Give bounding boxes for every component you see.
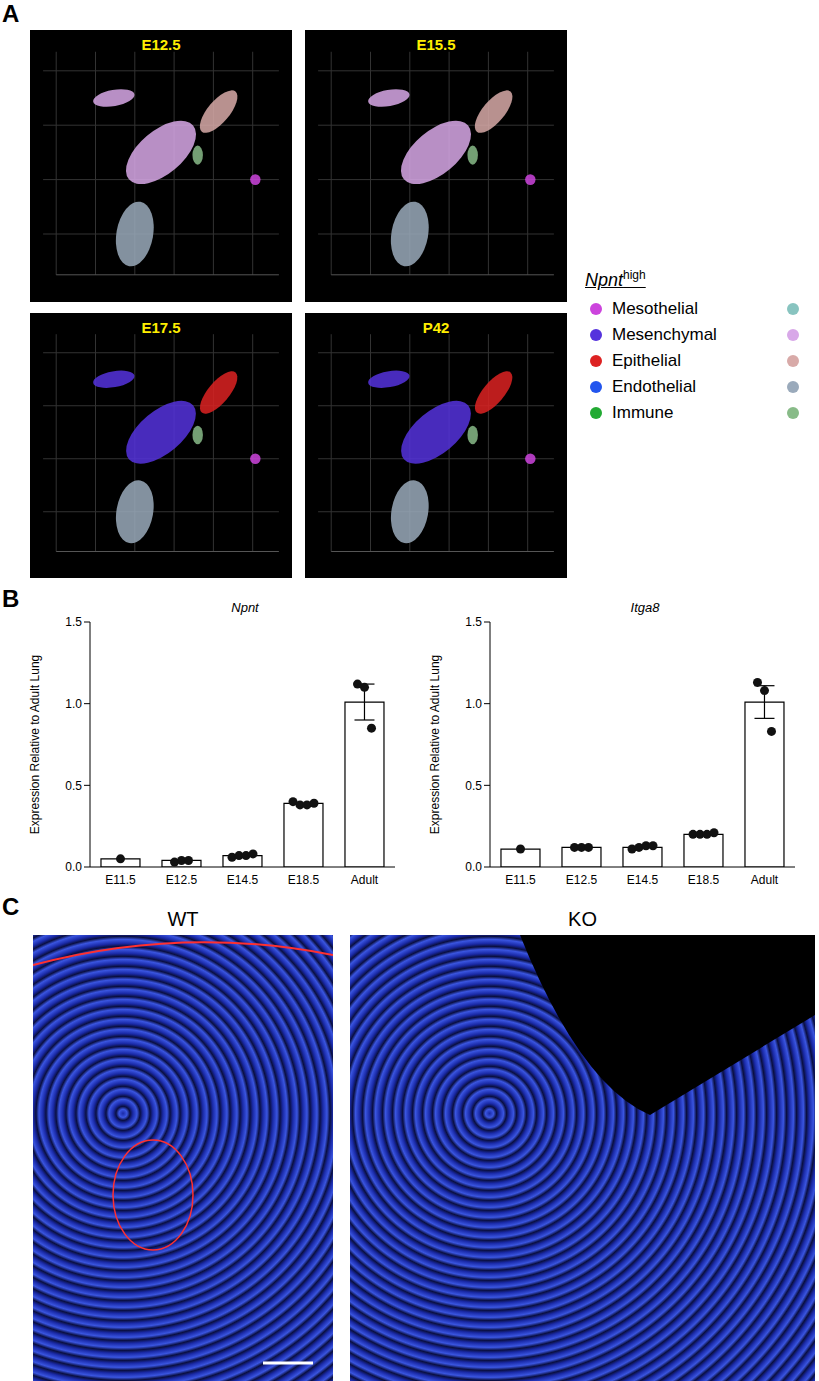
svg-text:1.5: 1.5 (465, 615, 482, 629)
svg-text:Adult: Adult (351, 873, 379, 887)
html-text:P42: P42 (422, 319, 450, 336)
svg-text:E11.5: E11.5 (505, 873, 536, 887)
html-text:A: A (2, 0, 20, 27)
html-text:WT: WT (167, 908, 199, 930)
html-text:E12.5: E12.5 (141, 36, 181, 53)
svg-text:0.0: 0.0 (65, 860, 82, 874)
html-text:E15.5: E15.5 (416, 36, 456, 53)
html-text:Immune: Immune (612, 403, 674, 422)
svg-text:0.5: 0.5 (65, 779, 82, 793)
html-text:Itga8: Itga8 (630, 600, 660, 615)
html-text:Endothelial: Endothelial (612, 377, 697, 396)
html-text:Epithelial: Epithelial (612, 351, 681, 370)
svg-text:1.0: 1.0 (465, 697, 482, 711)
html-text:KO: KO (568, 908, 597, 930)
html-text:E17.5: E17.5 (141, 319, 181, 336)
svg-text:E14.5: E14.5 (627, 873, 659, 887)
svg-text:E18.5: E18.5 (288, 873, 320, 887)
svg-text:Expression Relative to Adult L: Expression Relative to Adult Lung (28, 655, 42, 834)
html-text:Mesothelial: Mesothelial (612, 299, 698, 318)
html-text:Mesenchymal: Mesenchymal (612, 325, 717, 344)
html-text:Npnthigh: Npnthigh (585, 268, 646, 290)
html-text:C: C (2, 893, 20, 920)
html-text:B: B (2, 585, 20, 612)
svg-text:0.5: 0.5 (465, 779, 482, 793)
svg-text:0.0: 0.0 (465, 860, 482, 874)
svg-text:E14.5: E14.5 (227, 873, 259, 887)
svg-text:E12.5: E12.5 (566, 873, 598, 887)
svg-text:1.5: 1.5 (65, 615, 82, 629)
html-text:Npnt: Npnt (231, 600, 259, 615)
svg-text:E11.5: E11.5 (105, 873, 136, 887)
svg-text:Expression Relative to Adult L: Expression Relative to Adult Lung (428, 655, 442, 834)
svg-text:Adult: Adult (751, 873, 779, 887)
svg-text:E18.5: E18.5 (688, 873, 720, 887)
svg-text:1.0: 1.0 (65, 697, 82, 711)
svg-text:E12.5: E12.5 (166, 873, 198, 887)
